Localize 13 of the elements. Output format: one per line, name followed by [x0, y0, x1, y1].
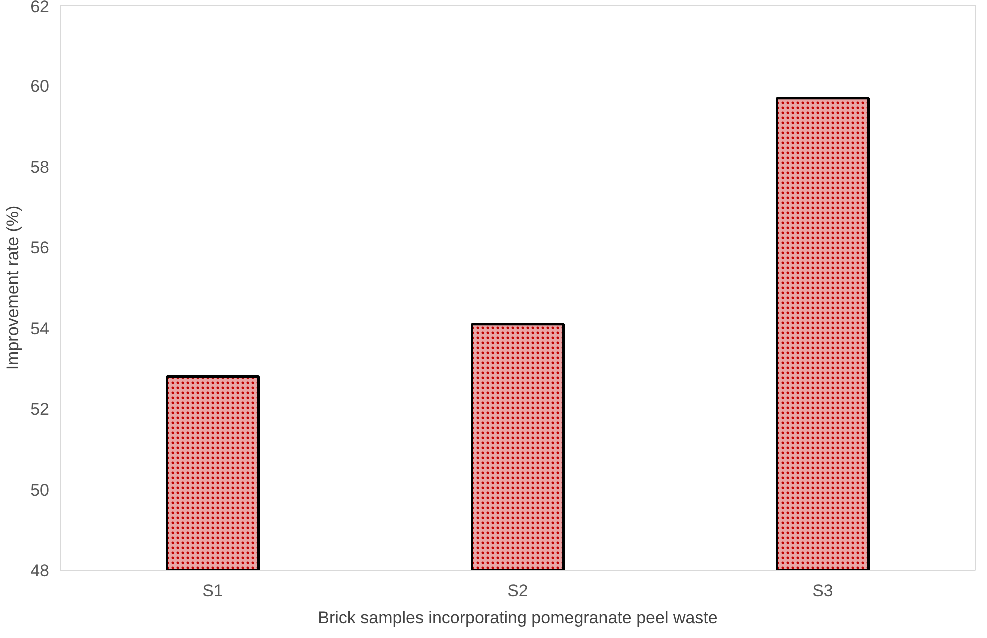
- y-tick-label: 62: [30, 0, 50, 16]
- y-tick-label: 48: [30, 562, 50, 580]
- y-tick-label: 50: [30, 480, 50, 500]
- y-tick-label: 60: [30, 77, 50, 96]
- x-tick-label: S3: [812, 582, 834, 600]
- x-tick-label: S2: [508, 582, 528, 600]
- y-tick-label: 56: [30, 238, 50, 258]
- y-tick-label: 58: [30, 158, 50, 177]
- y-tick-label: 52: [30, 400, 50, 420]
- y-axis-title: Improvement rate (%): [4, 206, 23, 370]
- y-tick-label: 54: [30, 319, 50, 338]
- x-axis-title: Brick samples incorporating pomegranate peel waste: [318, 608, 718, 628]
- x-tick-label: S1: [202, 582, 224, 600]
